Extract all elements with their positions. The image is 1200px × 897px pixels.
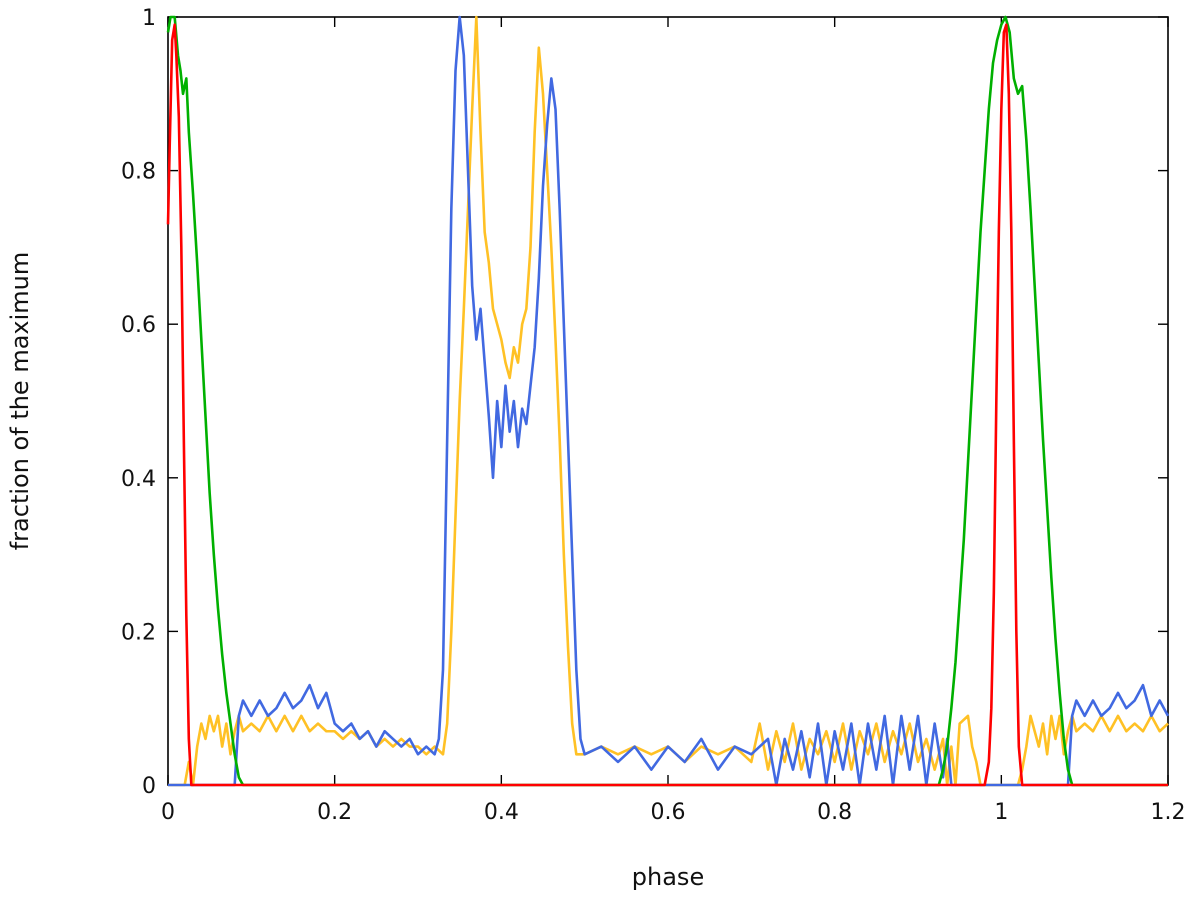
- axis-ticks: [167, 16, 1169, 786]
- y-tick-label: 1: [142, 6, 156, 31]
- y-axis-title: fraction of the maximum: [6, 252, 34, 551]
- y-tick-label: 0: [142, 774, 156, 799]
- x-tick-label: 0.4: [484, 800, 519, 825]
- x-tick-label: 0.6: [651, 800, 686, 825]
- x-tick-label: 0: [161, 800, 175, 825]
- series-line-2: [168, 15, 1170, 787]
- x-tick-label: 1.2: [1151, 800, 1186, 825]
- x-axis-title: phase: [632, 863, 704, 891]
- x-tick-labels: 0 0.2 0.4 0.6 0.8 1 1.2: [161, 800, 1186, 825]
- series-line-3: [166, 15, 1168, 787]
- x-tick-label: 0.2: [317, 800, 352, 825]
- y-tick-label: 0.8: [121, 160, 156, 185]
- x-tick-label: 0.8: [817, 800, 852, 825]
- y-tick-label: 0.6: [121, 313, 156, 338]
- series-line-4: [166, 23, 1168, 787]
- x-tick-label: 1: [994, 800, 1008, 825]
- y-tick-labels: 0 0.2 0.4 0.6 0.8 1: [121, 6, 156, 799]
- y-tick-label: 0.4: [121, 467, 156, 492]
- series-group: [166, 15, 1170, 787]
- y-tick-label: 0.2: [121, 620, 156, 645]
- series-line-1: [168, 15, 1169, 787]
